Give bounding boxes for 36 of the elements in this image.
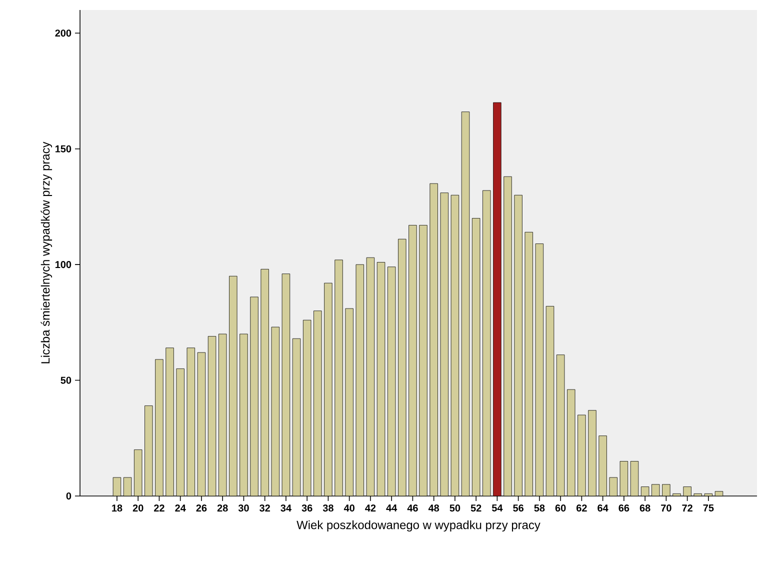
- y-tick-label: 50: [60, 376, 72, 384]
- x-tick-label: 24: [175, 504, 186, 512]
- y-tick-label: 100: [55, 261, 72, 268]
- x-tick-label: 42: [365, 504, 376, 512]
- x-tick-label: 56: [513, 504, 524, 512]
- x-tick-label: 60: [555, 504, 566, 512]
- x-tick-label: 18: [112, 504, 122, 512]
- x-tick-label: 26: [196, 504, 207, 512]
- x-tick-label: 70: [661, 504, 672, 512]
- x-tick-label: 44: [386, 504, 398, 512]
- x-tick-label: 30: [238, 504, 249, 512]
- x-tick-label: 68: [640, 504, 650, 512]
- x-tick-label: 40: [344, 504, 354, 512]
- x-tick-label: 28: [217, 504, 228, 512]
- x-tick-label: 22: [154, 504, 164, 512]
- y-axis-title: Liczba śmiertelnych wypadków przy pracy: [40, 142, 52, 364]
- x-tick-label: 52: [470, 504, 482, 512]
- x-tick-label: 36: [302, 504, 312, 512]
- x-tick-label: 34: [280, 504, 292, 512]
- x-tick-label: 58: [534, 504, 545, 512]
- x-tick-label: 46: [407, 504, 418, 512]
- x-tick-label: 75: [703, 504, 714, 512]
- x-tick-label: 20: [132, 504, 144, 512]
- x-axis-title: Wiek poszkodowanego w wypadku przy pracy: [296, 520, 540, 532]
- y-tick-label: 0: [66, 492, 72, 500]
- x-tick-label: 48: [428, 504, 440, 512]
- x-tick-label: 50: [450, 504, 460, 512]
- x-tick-label: 32: [260, 504, 270, 512]
- y-tick-label: 150: [55, 145, 72, 152]
- x-tick-label: 72: [682, 504, 692, 512]
- x-tick-label: 38: [322, 504, 334, 512]
- x-tick-label: 62: [576, 504, 587, 512]
- x-tick-label: 66: [618, 504, 630, 512]
- x-tick-label: 54: [492, 504, 503, 512]
- x-tick-label: 64: [598, 504, 608, 512]
- y-tick-label: 200: [55, 30, 72, 37]
